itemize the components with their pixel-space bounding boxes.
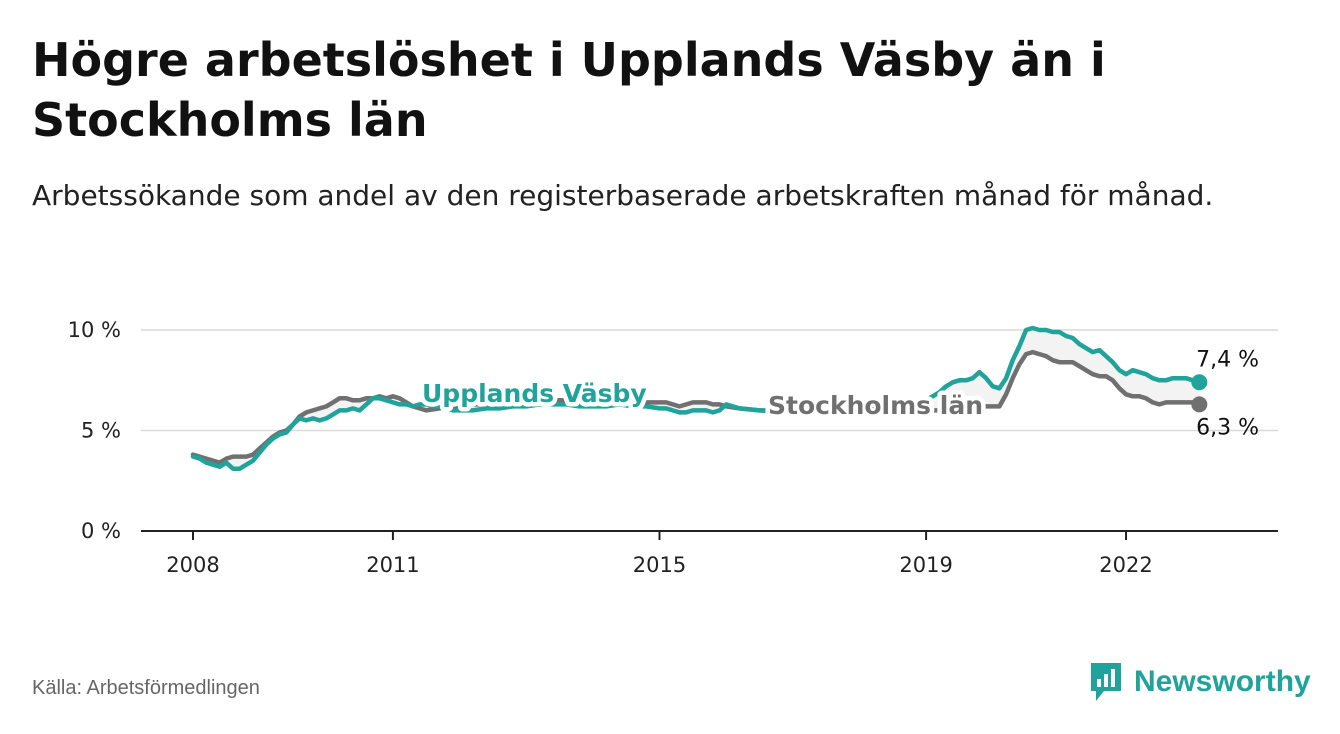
source-note: Källa: Arbetsförmedlingen <box>32 677 260 699</box>
series-line-upplands-vasby <box>190 325 1202 471</box>
x-tick-label: 2015 <box>633 553 686 577</box>
y-tick-label: 0 % <box>81 519 121 543</box>
x-tick-label: 2019 <box>899 553 952 577</box>
chart-labels: 0 % 5 % 10 % 7,4 % 6,3 % Upplands Väsby Stockh… <box>68 318 1259 543</box>
line-chart: 2008 2011 2015 2019 2022 0 % 5 % 10 % 7,4 % 6,3 … <box>68 318 1278 577</box>
end-point-upplands-vasby <box>1191 374 1208 391</box>
x-axis: 2008 2011 2015 2019 2022 <box>141 530 1278 577</box>
bar-chart-icon <box>1091 663 1121 701</box>
y-tick-label: 10 % <box>68 318 121 342</box>
x-tick-label: 2011 <box>366 553 419 577</box>
series-label-stockholms-lan: Stockholms län <box>768 391 983 420</box>
series-line-stockholms-lan <box>190 349 1202 465</box>
chart-title: Högre arbetslöshet i Upplands Väsby än i… <box>32 33 1106 147</box>
x-tick-label: 2008 <box>166 553 219 577</box>
brand-logo: Newsworthy <box>1088 660 1311 704</box>
end-point-stockholms-lan <box>1191 396 1208 413</box>
chart-subtitle: Arbetssökande som andel av den registerb… <box>32 179 1214 212</box>
y-tick-label: 5 % <box>81 419 121 443</box>
series-lines <box>190 325 1208 471</box>
end-value-label-stockholms-lan: 6,3 % <box>1196 415 1259 440</box>
series-label-upplands-vasby: Upplands Väsby <box>422 379 647 408</box>
end-value-label-upplands-vasby: 7,4 % <box>1196 347 1259 372</box>
x-tick-label: 2022 <box>1099 553 1152 577</box>
grid-lines <box>141 329 1278 432</box>
brand-name: Newsworthy <box>1134 665 1311 698</box>
